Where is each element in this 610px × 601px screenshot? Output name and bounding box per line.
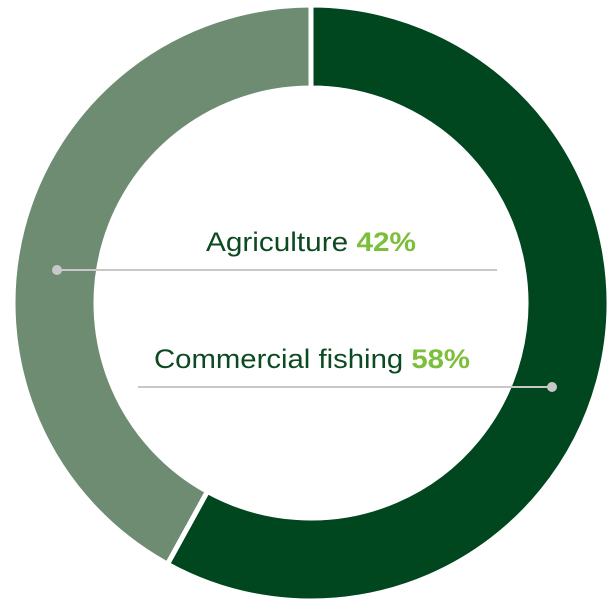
leader-dot-commercial-fishing (547, 382, 557, 392)
slice-commercial-fishing (164, 2, 610, 601)
data-label-commercial-fishing: Commercial fishing 58% (154, 344, 470, 374)
slice-value-agriculture: 42% (356, 227, 416, 257)
donut-slices (10, 2, 610, 601)
slice-value-commercial-fishing: 58% (411, 344, 470, 374)
slice-agriculture (10, 2, 314, 568)
slice-label-commercial-fishing: Commercial fishing (154, 344, 403, 374)
data-label-agriculture: Agriculture 42% (206, 227, 416, 257)
leader-dot-agriculture (52, 265, 62, 275)
slice-label-agriculture: Agriculture (206, 227, 348, 257)
